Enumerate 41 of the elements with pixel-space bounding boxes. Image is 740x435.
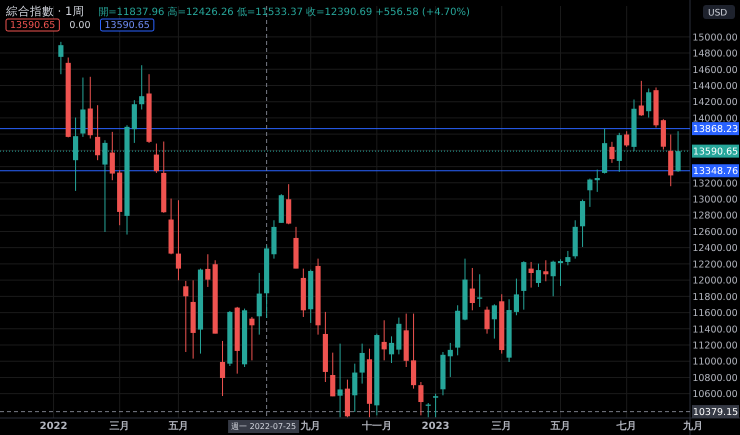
y-tick-label: 14200.00 (692, 97, 738, 108)
y-tick-label: 11400.00 (692, 324, 738, 336)
annotation: USD (708, 8, 728, 18)
y-tick-label: 14400.00 (692, 80, 738, 92)
y-tick-label: 11200.00 (692, 340, 738, 352)
y-tick-label: 13200.00 (692, 178, 738, 190)
y-tick-label: 11000.00 (692, 356, 738, 368)
annotation: 13590.65 (104, 20, 150, 31)
x-tick-label: 五月 (550, 421, 571, 432)
x-tick-label: 三月 (110, 421, 130, 432)
annotation: 開=11837.96 高=12426.26 低=11533.37 收=12390.69 +556.58 (+4.70%) (98, 6, 470, 18)
y-tick-label: 12600.00 (692, 226, 738, 238)
y-tick-label: 11600.00 (692, 308, 738, 320)
y-tick-label: 15000.00 (692, 32, 738, 44)
ref-line-label: 13348.76 (692, 166, 738, 178)
annotation: 0.00 (69, 20, 90, 31)
y-tick-label: 12400.00 (692, 243, 738, 254)
y-tick-label: 11800.00 (692, 292, 738, 303)
annotation: 13590.65 (10, 20, 56, 31)
y-tick-label: 14600.00 (692, 64, 738, 76)
x-tick-label: 七月 (616, 420, 637, 432)
x-tick-label: 十一月 (360, 420, 392, 432)
ref-line-label: 13590.65 (692, 146, 738, 158)
x-tick-label: 九月 (682, 420, 703, 432)
y-tick-label: 14000.00 (692, 113, 738, 124)
y-tick-label: 12200.00 (692, 259, 738, 270)
x-tick-label: 五月 (167, 421, 188, 432)
y-tick-label: 12800.00 (692, 210, 738, 222)
y-tick-label: 10600.00 (692, 389, 738, 400)
ref-line-label: 13868.23 (692, 124, 738, 136)
x-tick-label: 2023 (422, 421, 450, 432)
y-tick-label: 13000.00 (692, 194, 738, 206)
chart-title: 綜合指數 · 1周 (5, 4, 84, 18)
ref-line-label: 10379.15 (692, 407, 738, 418)
ref-line-label: 週一 2022-07-25 (231, 422, 296, 431)
x-tick-label: 九月 (300, 420, 321, 432)
y-tick-label: 14800.00 (692, 48, 738, 60)
x-tick-label: 2022 (40, 421, 68, 432)
x-tick-label: 三月 (492, 421, 512, 432)
y-tick-label: 10800.00 (692, 372, 738, 384)
y-tick-label: 12000.00 (692, 276, 738, 287)
